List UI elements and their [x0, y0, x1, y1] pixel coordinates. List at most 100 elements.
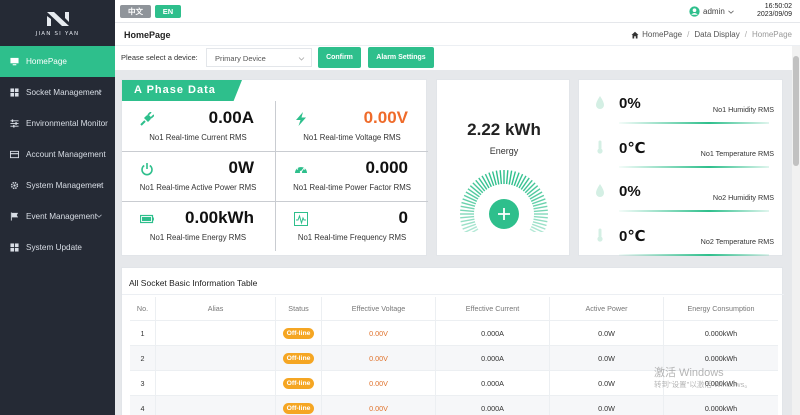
- env-value: 0℃: [619, 140, 646, 157]
- confirm-button[interactable]: Confirm: [318, 47, 361, 68]
- windows-activation-watermark: 激活 Windows 转到"设置"以激活 Windows。: [654, 367, 752, 391]
- chevron-down-icon: [728, 10, 734, 14]
- device-bar: Please select a device: Primary Device C…: [115, 46, 800, 70]
- cell-power: 0.0W: [550, 396, 664, 415]
- energy-cell: 0.00kWh No1 Real-time Energy RMS: [122, 201, 274, 250]
- table-row[interactable]: 4 Off-line 0.00V 0.000A 0.0W 0.000kWh: [130, 396, 778, 415]
- chevron-down-icon: [298, 57, 305, 61]
- gauge-tick: [467, 188, 480, 198]
- lang-en-button[interactable]: EN: [155, 5, 181, 18]
- voltage-label: No1 Real-time Voltage RMS: [303, 133, 401, 142]
- gauge-tick: [462, 223, 477, 230]
- gauge-tick: [511, 171, 517, 186]
- table-header: No. Alias Status Effective Voltage Effec…: [130, 297, 778, 321]
- cell-energy: 0.000kWh: [704, 353, 738, 363]
- active-power-value: 0W: [228, 158, 255, 177]
- sliders-icon: [10, 119, 19, 128]
- gauge-tick: [508, 170, 513, 185]
- thermometer-icon: [597, 140, 603, 154]
- lang-cn-button[interactable]: 中文: [120, 5, 151, 18]
- voltage-cell: 0.00V No1 Real-time Voltage RMS: [276, 101, 428, 150]
- main-content: A Phase Data 0.00A No1 Real-time Current…: [115, 70, 800, 415]
- logo-mark-icon: [46, 11, 69, 26]
- environment-card: 0% No1 Humidity RMS 0℃ No1 Temperature R…: [578, 79, 783, 256]
- logo: JIAN SI YAN: [0, 0, 115, 46]
- cell-no: 3: [130, 371, 156, 395]
- table-row[interactable]: 3 Off-line 0.00V 0.000A 0.0W 0.000kWh: [130, 371, 778, 396]
- energy-total-label: Energy: [489, 146, 519, 156]
- sidebar-item-socket-management[interactable]: Socket Management: [0, 77, 115, 108]
- column-header: Alias: [156, 297, 276, 320]
- gauge-tick: [491, 171, 497, 186]
- gauge-tick: [463, 226, 478, 232]
- watermark-title: 激活 Windows: [654, 367, 724, 379]
- chevron-down-icon: [96, 90, 102, 94]
- sidebar-item-event-management[interactable]: Event Management: [0, 201, 115, 232]
- power-factor-cell: 0.000 No1 Real-time Power Factor RMS: [276, 151, 428, 200]
- gauge-tick: [481, 175, 490, 189]
- gauge-tick: [533, 218, 548, 223]
- alarm-settings-button[interactable]: Alarm Settings: [368, 47, 434, 68]
- scrollbar-thumb[interactable]: [793, 56, 799, 166]
- gauge-tick: [533, 209, 548, 213]
- socket-table-card: All Socket Basic Information Table No. A…: [121, 267, 784, 415]
- env-label: No2 Humidity RMS: [712, 193, 774, 202]
- column-header: Status: [276, 297, 322, 320]
- gauge-tick: [529, 191, 543, 200]
- sidebar-item-system-update[interactable]: System Update: [0, 232, 115, 263]
- breadcrumb-home[interactable]: HomePage: [642, 30, 683, 39]
- gauge-tick: [471, 228, 479, 232]
- clock: 16:50:02 2023/09/09: [757, 3, 792, 19]
- cell-energy: 0.000kWh: [704, 328, 738, 338]
- gauge-tick: [530, 194, 545, 202]
- energy-label: No1 Real-time Energy RMS: [149, 233, 247, 242]
- breadcrumb-data-display[interactable]: Data Display: [694, 30, 740, 39]
- cell-status: Off-line: [276, 371, 322, 395]
- gauge-tick: [460, 215, 475, 219]
- frequency-cell: 0 No1 Real-time Frequency RMS: [276, 201, 428, 250]
- energy-total-value: 2.22 kWh: [467, 120, 541, 139]
- user-menu[interactable]: admin: [689, 6, 734, 17]
- droplet-icon: [596, 96, 604, 109]
- column-header: Effective Voltage: [322, 297, 436, 320]
- phase-data-card: A Phase Data 0.00A No1 Real-time Current…: [121, 79, 428, 256]
- gauge-tick: [460, 209, 475, 213]
- gauge-tick: [499, 170, 503, 185]
- speedometer-icon: [295, 165, 307, 174]
- page-scrollbar[interactable]: [792, 46, 800, 415]
- env-label: No1 Temperature RMS: [700, 149, 774, 158]
- table-row[interactable]: 2 Off-line 0.00V 0.000A 0.0W 0.000kWh: [130, 346, 778, 371]
- sidebar-item-system-management[interactable]: System Management: [0, 170, 115, 201]
- env-underline: [619, 254, 769, 256]
- cell-voltage: 0.00V: [322, 371, 436, 395]
- cell-no: 1: [130, 321, 156, 345]
- cell-voltage: 0.00V: [322, 321, 436, 345]
- sidebar-item-label: Account Management: [26, 150, 106, 159]
- clock-date: 2023/09/09: [756, 11, 792, 18]
- power-factor-value: 0.000: [365, 158, 408, 177]
- status-badge: Off-line: [282, 377, 315, 389]
- sidebar-item-homepage[interactable]: HomePage: [0, 46, 115, 77]
- sidebar-item-environmental-monitor[interactable]: Environmental Monitor: [0, 108, 115, 139]
- sidebar-item-label: Event Management: [26, 212, 98, 221]
- sidebar-item-label: HomePage: [26, 57, 67, 66]
- device-select[interactable]: Primary Device: [206, 48, 312, 67]
- env-underline: [619, 210, 769, 212]
- plus-icon: [498, 208, 510, 220]
- gauge-tick: [531, 223, 546, 230]
- logo-text: JIAN SI YAN: [35, 30, 80, 37]
- sidebar-item-account-management[interactable]: Account Management: [0, 139, 115, 170]
- gauge-tick: [475, 179, 486, 192]
- gauge-tick: [528, 188, 541, 198]
- table-row[interactable]: 1 Off-line 0.00V 0.000A 0.0W 0.000kWh: [130, 321, 778, 346]
- cell-current: 0.000A: [436, 346, 550, 370]
- table-title-divider: [122, 294, 784, 295]
- gauge-tick: [495, 170, 500, 185]
- cell-current: 0.000A: [436, 396, 550, 415]
- grid-icon: [10, 88, 19, 97]
- gauge-tick: [478, 177, 488, 190]
- cell-alias: [156, 346, 276, 370]
- gauge-tick: [533, 215, 548, 219]
- breadcrumb-current: HomePage: [751, 30, 792, 39]
- gauge-tick: [531, 198, 546, 205]
